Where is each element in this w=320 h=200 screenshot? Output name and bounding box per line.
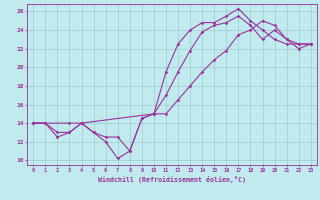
X-axis label: Windchill (Refroidissement éolien,°C): Windchill (Refroidissement éolien,°C)	[98, 176, 246, 183]
